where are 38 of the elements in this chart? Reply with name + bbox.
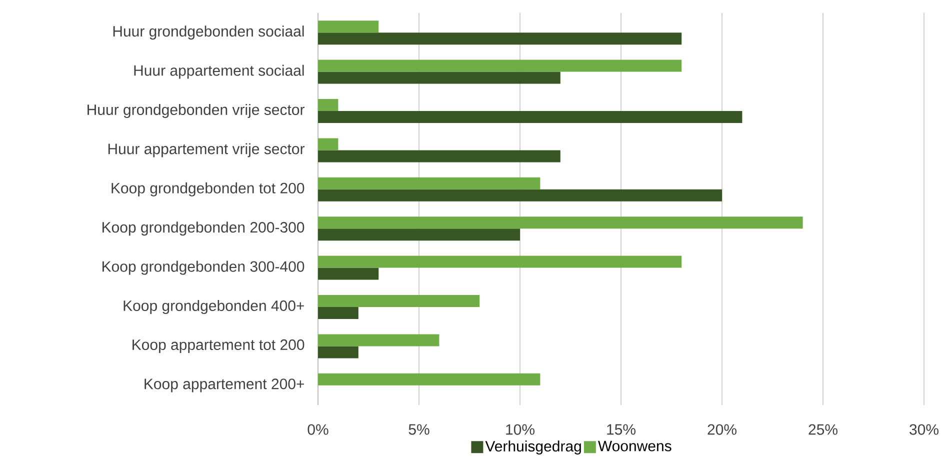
- bar: [318, 99, 338, 112]
- bar: [318, 256, 682, 268]
- bar: [318, 268, 379, 280]
- x-tick-label: 20%: [708, 424, 736, 435]
- y-tick-label: Huur appartement sociaal: [134, 64, 304, 79]
- bar: [318, 216, 803, 229]
- x-tick-label: 15%: [607, 424, 636, 435]
- x-tick-label: 10%: [506, 424, 534, 435]
- bar: [318, 60, 682, 72]
- bar: [318, 150, 560, 162]
- bar: [318, 307, 358, 320]
- bar: [318, 228, 520, 241]
- bar: [318, 177, 540, 190]
- bar: [318, 346, 358, 358]
- x-tick-label: 25%: [808, 424, 838, 435]
- bar: [318, 72, 560, 84]
- y-tick-label: Huur grondgebonden sociaal: [113, 26, 304, 40]
- bar: [318, 20, 379, 33]
- bar: [318, 189, 722, 202]
- bar: [318, 32, 682, 45]
- bar: [318, 373, 540, 386]
- x-tick-label: 0%: [308, 424, 328, 435]
- x-tick-label: 5%: [408, 424, 430, 435]
- bar: [318, 138, 338, 150]
- bar: [318, 295, 480, 308]
- y-tick-label: Huur appartement vrije sector: [108, 143, 305, 158]
- y-tick-label: Koop grondgebonden 200-300: [102, 222, 304, 236]
- y-tick-label: Koop grondgebonden tot 200: [112, 182, 304, 196]
- legend-label: Verhuisgedrag: [485, 440, 581, 455]
- y-tick-label: Koop grondgebonden 300-400: [102, 260, 304, 275]
- y-tick-label: Huur grondgebonden vrije sector: [88, 104, 305, 118]
- y-tick-label: Koop appartement tot 200: [132, 339, 304, 353]
- y-tick-label: Koop grondgebonden 400+: [124, 300, 304, 314]
- x-tick-label: 30%: [910, 424, 938, 435]
- y-tick-label: Koop appartement 200+: [144, 378, 304, 392]
- bar: [318, 111, 742, 124]
- legend-label: Woonwens: [598, 440, 672, 452]
- bar: [318, 334, 440, 346]
